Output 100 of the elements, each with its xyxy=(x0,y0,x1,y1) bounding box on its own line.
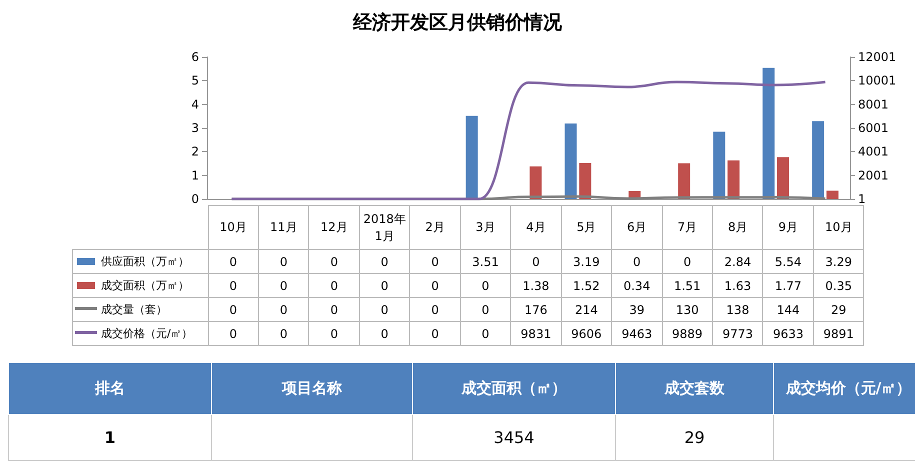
data-label: 0 xyxy=(359,250,410,274)
data-label: 0 xyxy=(612,250,662,274)
data-label: 9633 xyxy=(762,322,814,346)
data-label: 0 xyxy=(258,274,309,298)
data-label: 0 xyxy=(208,274,258,298)
legend-label: 供应面积（万㎡） xyxy=(72,250,208,274)
y-tick-label: 5 xyxy=(191,74,199,88)
bar xyxy=(678,163,690,199)
data-label: 0 xyxy=(510,250,562,274)
legend-label: 成交面积（万㎡） xyxy=(72,274,208,298)
data-label: 5.54 xyxy=(762,250,814,274)
data-label: 0 xyxy=(460,274,511,298)
bar xyxy=(564,124,577,199)
bar xyxy=(713,132,726,199)
y2-tick-label: 12001 xyxy=(858,50,896,64)
x-tick-label: 5月 xyxy=(561,206,612,250)
data-label: 144 xyxy=(762,298,814,322)
y-tick-label: 3 xyxy=(191,121,199,135)
data-label: 9463 xyxy=(612,322,662,346)
y-tick-label: 1 xyxy=(191,168,199,182)
bar xyxy=(466,116,478,199)
text: 项目名称 xyxy=(212,362,412,414)
data-label: 0 xyxy=(308,250,360,274)
data-label: 39 xyxy=(612,298,662,322)
text: 29 xyxy=(616,414,774,460)
data-label: 3.29 xyxy=(813,250,864,274)
data-label: 0 xyxy=(460,298,511,322)
x-tick-label: 4月 xyxy=(510,206,562,250)
data-label: 1.77 xyxy=(762,274,814,298)
legend-label: 成交价格（元/㎡） xyxy=(72,322,208,346)
y2-tick-label: 8001 xyxy=(858,97,889,112)
bar xyxy=(530,166,542,199)
data-label: 0 xyxy=(359,274,410,298)
data-label: 0 xyxy=(410,322,460,346)
x-tick-label: 12月 xyxy=(308,206,360,250)
data-label: 9606 xyxy=(561,322,612,346)
text: 成交套数 xyxy=(616,362,774,414)
y-tick-label: 6 xyxy=(191,50,199,64)
data-label: 0 xyxy=(410,274,460,298)
data-label: 3.51 xyxy=(460,250,511,274)
data-label: 138 xyxy=(712,298,763,322)
bar xyxy=(762,68,775,199)
data-label: 130 xyxy=(662,298,713,322)
x-tick-label: 10月 xyxy=(813,206,864,250)
y2-tick-label: 4001 xyxy=(858,144,889,159)
data-label: 9889 xyxy=(662,322,713,346)
bar xyxy=(812,121,824,199)
data-label: 9831 xyxy=(510,322,562,346)
data-label: 0.34 xyxy=(612,274,662,298)
bar xyxy=(826,190,838,199)
data-label: 0 xyxy=(662,250,713,274)
legend-label: 成交量（套） xyxy=(72,298,208,322)
x-tick-label: 8月 xyxy=(712,206,763,250)
y-tick-label: 2 xyxy=(191,144,199,159)
data-label: 0 xyxy=(308,322,360,346)
y2-tick-label: 6001 xyxy=(858,120,889,135)
data-label: 0 xyxy=(258,298,309,322)
data-label: 0 xyxy=(258,250,309,274)
x-tick-label: 3月 xyxy=(460,206,511,250)
x-tick-label: 2月 xyxy=(410,206,460,250)
bar xyxy=(728,160,740,199)
text: 成交面积（㎡） xyxy=(412,362,616,414)
data-label: 0 xyxy=(208,250,258,274)
x-tick-label: 11月 xyxy=(258,206,309,250)
chart-title: 经济开发区月供销价情况 xyxy=(352,12,563,34)
bar xyxy=(579,163,592,199)
data-label: 0 xyxy=(208,322,258,346)
data-label: 1.63 xyxy=(712,274,763,298)
y-tick-label: 4 xyxy=(191,97,199,112)
data-label: 0 xyxy=(359,322,410,346)
y-tick-label: 0 xyxy=(191,192,199,206)
text: 排名 xyxy=(8,362,212,414)
data-label: 3.19 xyxy=(561,250,612,274)
data-label: 214 xyxy=(561,298,612,322)
data-label: 176 xyxy=(510,298,562,322)
x-tick-label: 10月 xyxy=(208,206,258,250)
y2-tick-label: 2001 xyxy=(858,168,889,182)
x-tick-label: 6月 xyxy=(612,206,662,250)
data-label: 0 xyxy=(258,322,309,346)
data-label: 0 xyxy=(410,250,460,274)
data-label: 1.52 xyxy=(561,274,612,298)
data-label: 9891 xyxy=(813,322,864,346)
bar xyxy=(777,157,790,199)
data-label: 29 xyxy=(813,298,864,322)
x-tick-label: 9月 xyxy=(762,206,814,250)
y2-tick-label: 1 xyxy=(858,192,866,206)
line-series xyxy=(230,80,827,200)
text: 3454 xyxy=(412,414,616,460)
data-label: 0 xyxy=(208,298,258,322)
x-tick-label: 7月 xyxy=(662,206,713,250)
data-label: 0 xyxy=(308,274,360,298)
data-label: 1.51 xyxy=(662,274,713,298)
data-label: 9773 xyxy=(712,322,763,346)
data-label: 0 xyxy=(359,298,410,322)
data-label: 0 xyxy=(308,298,360,322)
data-label: 0 xyxy=(460,322,511,346)
data-label: 1.38 xyxy=(510,274,562,298)
text: 成交均价（元/㎡） xyxy=(774,362,915,414)
data-label: 0.35 xyxy=(813,274,864,298)
x-tick-label: 2018年1月 xyxy=(359,206,410,250)
